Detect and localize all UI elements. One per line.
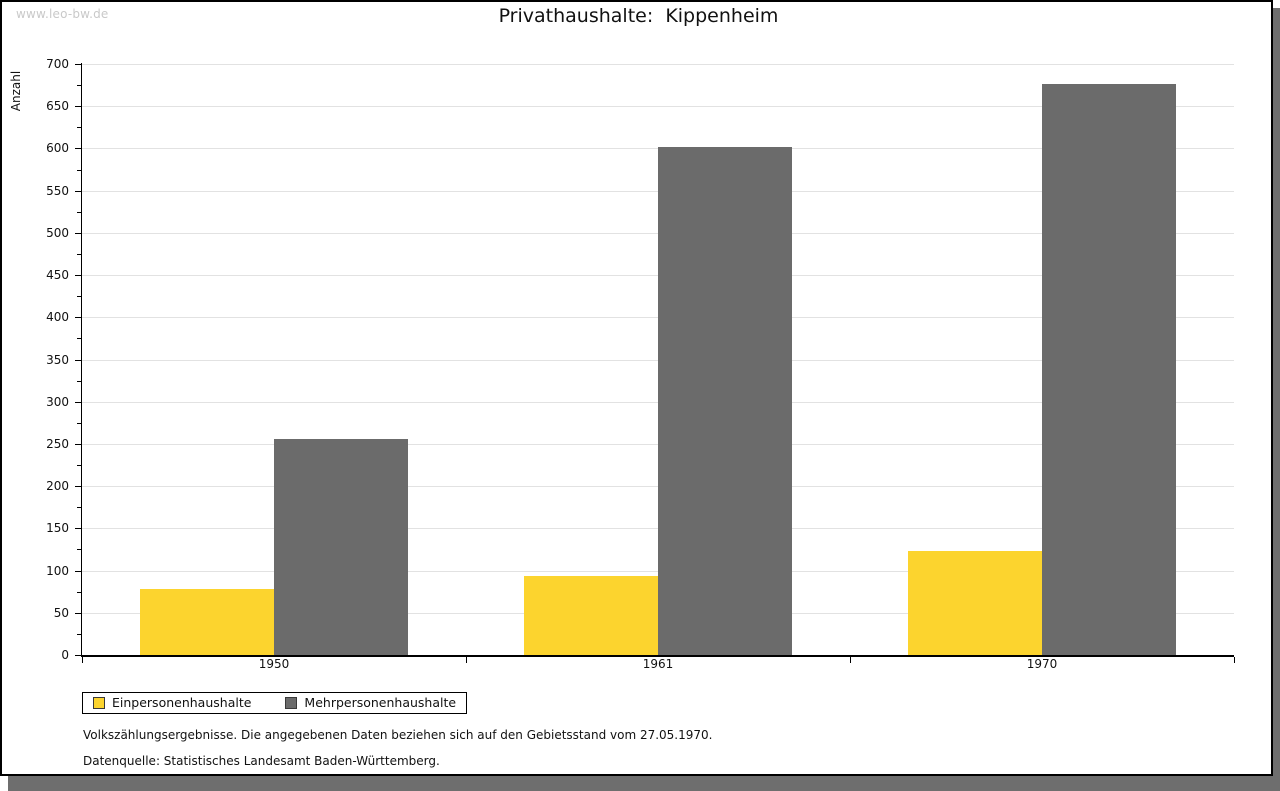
chart-frame: www.leo-bw.de Privathaushalte: Kippenhei…	[0, 0, 1273, 776]
y-axis-minor-tick	[77, 338, 82, 340]
chart-title: Privathaushalte: Kippenheim	[498, 5, 779, 27]
gridline	[82, 106, 1234, 108]
y-axis-tick-label: 250	[46, 436, 69, 451]
y-axis-tick-label: 50	[53, 605, 69, 620]
bar-1970-einpersonenhaushalte[interactable]	[908, 551, 1042, 655]
y-axis-tick-label: 400	[46, 310, 69, 325]
y-axis-tick	[75, 106, 82, 108]
y-axis-tick-label: 100	[46, 563, 69, 578]
legend-label: Einpersonenhaushalte	[112, 695, 252, 710]
y-axis-tick	[75, 612, 82, 614]
x-axis-tick-label-1950: 1950	[258, 657, 290, 671]
y-axis-tick	[75, 64, 82, 65]
x-axis-tick	[1234, 657, 1235, 663]
y-axis-tick	[75, 443, 82, 445]
bar-1961-mehrpersonenhaushalte[interactable]	[658, 146, 792, 655]
x-axis-tick	[850, 657, 851, 663]
y-axis-line	[81, 63, 82, 656]
y-axis-tick-label: 350	[46, 352, 69, 367]
y-axis-minor-tick	[77, 422, 82, 424]
y-axis-tick	[75, 655, 82, 656]
y-axis-tick-label: 0	[61, 648, 69, 662]
y-axis-tick-label: 200	[46, 479, 69, 494]
gridline	[82, 64, 1234, 65]
y-axis-tick	[75, 570, 82, 572]
y-axis-minor-tick	[77, 591, 82, 593]
x-axis-tick	[466, 657, 467, 663]
y-axis-minor-tick	[77, 253, 82, 255]
y-axis-tick-label: 500	[46, 225, 69, 240]
watermark-label: www.leo-bw.de	[16, 7, 109, 21]
y-axis-tick-label: 300	[46, 394, 69, 409]
y-axis-tick	[75, 148, 82, 150]
plot-area	[82, 64, 1234, 655]
y-axis-minor-tick	[77, 296, 82, 298]
y-axis-minor-tick	[77, 169, 82, 171]
y-axis-tick-label: 450	[46, 268, 69, 283]
footnote-volkszaehlung: Volkszählungsergebnisse. Die angegebenen…	[83, 728, 713, 742]
x-axis-tick-label-1970: 1970	[1026, 657, 1058, 671]
y-axis-tick-label: 550	[46, 183, 69, 198]
y-axis-tick	[75, 401, 82, 403]
legend-swatch-icon	[285, 696, 298, 709]
footnote-datenquelle: Datenquelle: Statistisches Landesamt Bad…	[83, 754, 440, 768]
y-axis-minor-tick	[77, 465, 82, 467]
x-axis-tick-label-1961: 1961	[642, 657, 674, 671]
y-axis-tick-label: 150	[46, 521, 69, 536]
y-axis-minor-tick	[77, 127, 82, 129]
y-axis-minor-tick	[77, 85, 82, 87]
legend-entry-einpersonenhaushalte[interactable]: Einpersonenhaushalte	[93, 695, 251, 710]
y-axis-tick	[75, 528, 82, 530]
bar-1961-einpersonenhaushalte[interactable]	[524, 576, 658, 655]
y-axis-minor-tick	[77, 549, 82, 551]
y-axis-tick	[75, 190, 82, 192]
bar-1950-einpersonenhaushalte[interactable]	[140, 589, 274, 655]
y-axis-tick-label: 650	[46, 99, 69, 114]
legend-label: Mehrpersonenhaushalte	[304, 695, 457, 710]
y-axis-tick	[75, 486, 82, 488]
y-axis-tick	[75, 317, 82, 319]
y-axis-tick	[75, 359, 82, 361]
y-axis-tick	[75, 275, 82, 277]
x-axis-tick	[82, 657, 83, 663]
bar-1950-mehrpersonenhaushalte[interactable]	[274, 438, 408, 655]
bar-1970-mehrpersonenhaushalte[interactable]	[1042, 84, 1176, 655]
y-axis-minor-tick	[77, 633, 82, 635]
y-axis-tick-label: 600	[46, 141, 69, 156]
legend-entry-mehrpersonenhaushalte[interactable]: Mehrpersonenhaushalte	[285, 695, 456, 710]
y-axis-minor-tick	[77, 211, 82, 213]
chart-legend: Einpersonenhaushalte Mehrpersonenhaushalt…	[82, 692, 468, 714]
y-axis-minor-tick	[77, 507, 82, 509]
y-axis-tick-label: 700	[46, 57, 69, 71]
x-axis-line	[81, 655, 1234, 657]
frame-shadow-right	[1273, 8, 1280, 791]
y-axis-tick	[75, 232, 82, 234]
frame-shadow-bottom	[8, 776, 1280, 791]
legend-swatch-icon	[93, 696, 105, 709]
y-axis-minor-tick	[77, 380, 82, 382]
